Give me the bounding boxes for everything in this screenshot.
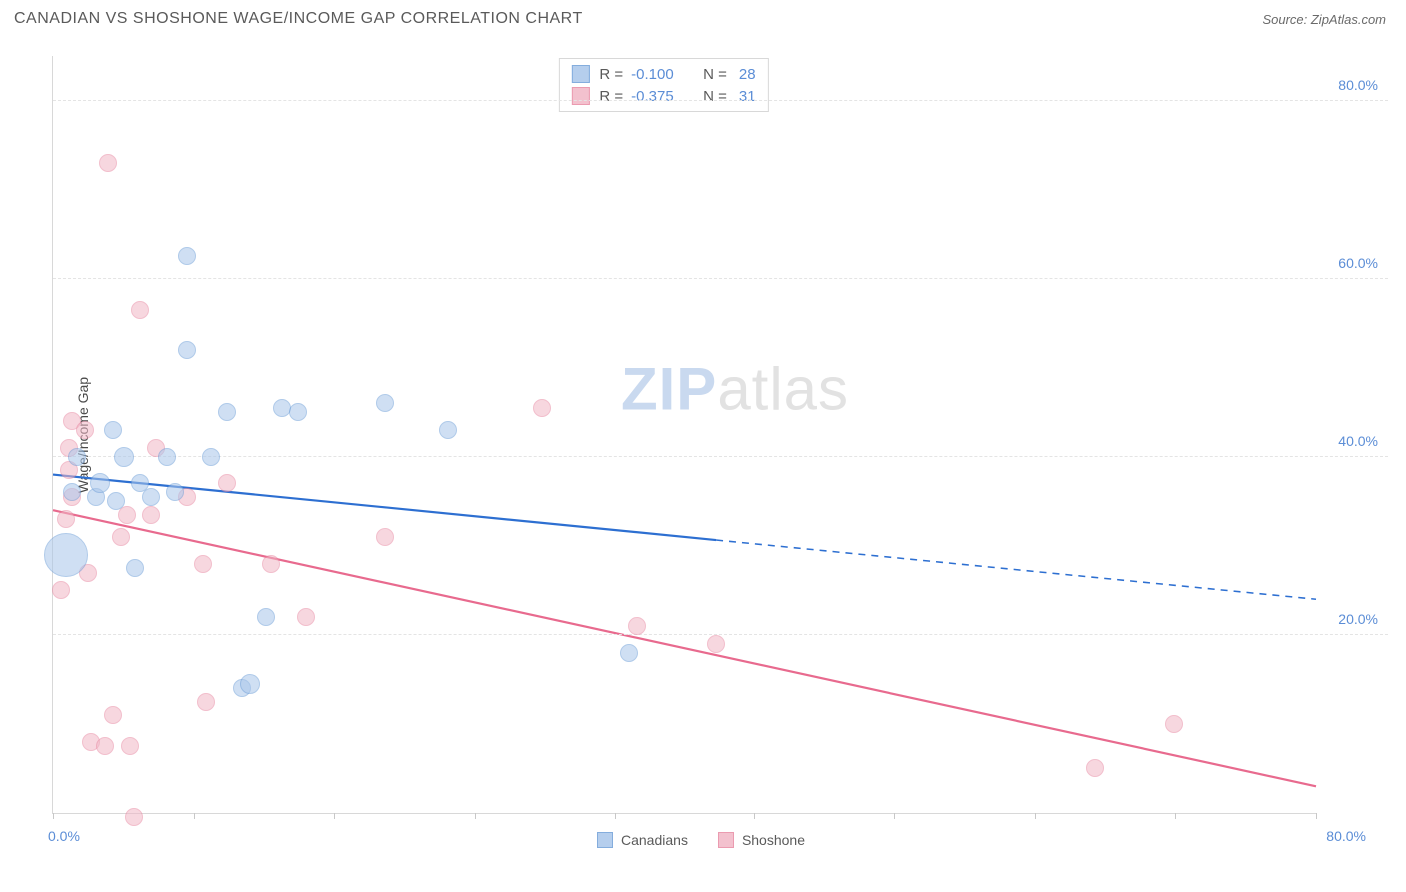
scatter-point-canadians xyxy=(107,492,125,510)
scatter-point-canadians xyxy=(289,403,307,421)
series-legend-item-canadians: Canadians xyxy=(597,832,688,848)
scatter-point-canadians xyxy=(257,608,275,626)
gridline xyxy=(53,100,1388,101)
r-label: R = xyxy=(599,88,623,105)
scatter-point-canadians xyxy=(142,488,160,506)
correlation-legend-row-shoshone: R = -0.375 N = 31 xyxy=(571,85,755,107)
scatter-point-canadians xyxy=(178,247,196,265)
x-tick xyxy=(894,813,895,819)
trend-lines-layer xyxy=(53,56,1316,813)
scatter-point-canadians xyxy=(166,483,184,501)
scatter-point-canadians xyxy=(439,421,457,439)
scatter-point-shoshone xyxy=(376,528,394,546)
scatter-point-shoshone xyxy=(142,506,160,524)
scatter-point-shoshone xyxy=(262,555,280,573)
scatter-point-shoshone xyxy=(104,706,122,724)
series-label-canadians: Canadians xyxy=(621,832,688,848)
scatter-point-shoshone xyxy=(297,608,315,626)
plot-area: Wage/Income Gap ZIPatlas R = -0.100 N = … xyxy=(52,56,1316,814)
scatter-point-shoshone xyxy=(96,737,114,755)
swatch-shoshone xyxy=(571,87,589,105)
scatter-point-shoshone xyxy=(707,635,725,653)
scatter-point-canadians xyxy=(114,447,134,467)
r-value-canadians: -0.100 xyxy=(631,66,685,83)
scatter-point-shoshone xyxy=(76,421,94,439)
x-tick xyxy=(475,813,476,819)
n-value-canadians: 28 xyxy=(739,66,756,83)
swatch-canadians xyxy=(597,832,613,848)
scatter-point-shoshone xyxy=(121,737,139,755)
scatter-point-shoshone xyxy=(99,154,117,172)
scatter-point-canadians xyxy=(240,674,260,694)
scatter-point-shoshone xyxy=(1086,759,1104,777)
scatter-point-shoshone xyxy=(125,808,143,826)
scatter-point-shoshone xyxy=(112,528,130,546)
scatter-point-canadians xyxy=(218,403,236,421)
x-tick xyxy=(1316,813,1317,819)
gridline xyxy=(53,634,1388,635)
scatter-point-canadians xyxy=(202,448,220,466)
scatter-point-shoshone xyxy=(1165,715,1183,733)
x-tick xyxy=(1035,813,1036,819)
source-attribution: Source: ZipAtlas.com xyxy=(1262,12,1386,27)
n-value-shoshone: 31 xyxy=(739,88,756,105)
scatter-point-shoshone xyxy=(628,617,646,635)
series-legend: Canadians Shoshone xyxy=(597,832,805,848)
y-tick-label: 20.0% xyxy=(1338,611,1378,627)
x-tick xyxy=(194,813,195,819)
y-tick-label: 40.0% xyxy=(1338,433,1378,449)
x-tick xyxy=(334,813,335,819)
scatter-point-shoshone xyxy=(131,301,149,319)
y-tick-label: 80.0% xyxy=(1338,77,1378,93)
scatter-point-canadians xyxy=(620,644,638,662)
scatter-point-canadians xyxy=(158,448,176,466)
x-axis-start-label: 0.0% xyxy=(48,828,80,844)
scatter-point-canadians xyxy=(104,421,122,439)
scatter-point-shoshone xyxy=(194,555,212,573)
scatter-point-shoshone xyxy=(218,474,236,492)
scatter-point-canadians xyxy=(178,341,196,359)
correlation-legend-row-canadians: R = -0.100 N = 28 xyxy=(571,63,755,85)
chart-container: Wage/Income Gap ZIPatlas R = -0.100 N = … xyxy=(14,46,1388,854)
trendline-canadians-dashed xyxy=(716,540,1316,599)
scatter-point-canadians xyxy=(126,559,144,577)
x-tick xyxy=(1175,813,1176,819)
scatter-point-canadians xyxy=(90,473,110,493)
series-legend-item-shoshone: Shoshone xyxy=(718,832,805,848)
n-label: N = xyxy=(703,66,727,83)
r-value-shoshone: -0.375 xyxy=(631,88,685,105)
scatter-point-shoshone xyxy=(197,693,215,711)
r-label: R = xyxy=(599,66,623,83)
x-tick xyxy=(754,813,755,819)
swatch-shoshone xyxy=(718,832,734,848)
scatter-point-canadians xyxy=(68,448,86,466)
gridline xyxy=(53,456,1388,457)
trendline-shoshone xyxy=(53,510,1316,786)
watermark-part2: atlas xyxy=(717,356,849,423)
x-tick xyxy=(53,813,54,819)
x-axis-end-label: 80.0% xyxy=(1326,828,1366,844)
correlation-legend: R = -0.100 N = 28 R = -0.375 N = 31 xyxy=(558,58,768,112)
y-tick-label: 60.0% xyxy=(1338,255,1378,271)
swatch-canadians xyxy=(571,65,589,83)
scatter-point-canadians xyxy=(63,483,81,501)
watermark-part1: ZIP xyxy=(621,356,717,423)
scatter-point-shoshone xyxy=(52,581,70,599)
n-label: N = xyxy=(703,88,727,105)
scatter-point-shoshone xyxy=(533,399,551,417)
gridline xyxy=(53,278,1388,279)
watermark: ZIPatlas xyxy=(621,355,849,424)
chart-title: CANADIAN VS SHOSHONE WAGE/INCOME GAP COR… xyxy=(14,10,583,28)
scatter-point-canadians xyxy=(44,533,88,577)
series-label-shoshone: Shoshone xyxy=(742,832,805,848)
scatter-point-canadians xyxy=(376,394,394,412)
x-tick xyxy=(615,813,616,819)
scatter-point-shoshone xyxy=(57,510,75,528)
